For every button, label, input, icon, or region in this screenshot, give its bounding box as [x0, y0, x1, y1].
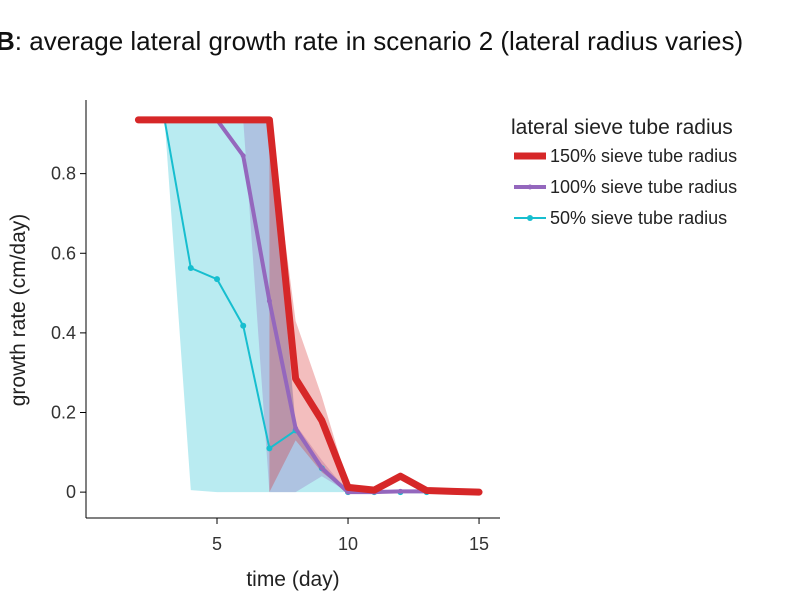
- legend-label: 100% sieve tube radius: [550, 177, 737, 197]
- y-tick-label: 0.8: [51, 164, 76, 184]
- data-point: [240, 153, 246, 159]
- legend: lateral sieve tube radius 150% sieve tub…: [511, 116, 737, 228]
- chart-title-rest: : average lateral growth rate in scenari…: [15, 26, 743, 56]
- data-point: [266, 298, 272, 304]
- x-ticks: 5 10 15: [212, 518, 489, 554]
- legend-title: lateral sieve tube radius: [511, 116, 733, 139]
- legend-marker: [527, 184, 533, 190]
- band-2: [164, 119, 349, 493]
- y-axis-label: growth rate (cm/day): [7, 214, 30, 407]
- chart-title-bold: B: [0, 26, 15, 56]
- data-point: [319, 465, 325, 471]
- confidence-bands: [164, 119, 349, 493]
- data-point: [266, 445, 273, 452]
- y-tick-label: 0.4: [51, 323, 76, 343]
- band-1: [243, 119, 349, 493]
- x-tick-label: 10: [338, 534, 358, 554]
- x-tick-label: 5: [212, 534, 222, 554]
- y-tick-label: 0: [66, 482, 76, 502]
- legend-label: 150% sieve tube radius: [550, 146, 737, 166]
- band-0: [269, 119, 349, 493]
- x-tick-label: 15: [469, 534, 489, 554]
- series-lines: [134, 116, 483, 496]
- data-point: [214, 276, 221, 283]
- legend-marker: [527, 215, 533, 221]
- legend-label: 50% sieve tube radius: [550, 208, 727, 228]
- chart-title: B: average lateral growth rate in scenar…: [0, 26, 743, 56]
- x-axis-label: time (day): [246, 568, 339, 591]
- data-point: [187, 264, 194, 271]
- data-point: [293, 425, 299, 431]
- y-ticks: 0 0.2 0.4 0.6 0.8: [51, 164, 86, 502]
- y-tick-label: 0.6: [51, 243, 76, 263]
- data-point: [240, 322, 247, 329]
- data-point: [397, 488, 403, 494]
- y-tick-label: 0.2: [51, 403, 76, 423]
- series-line-0: [134, 116, 483, 496]
